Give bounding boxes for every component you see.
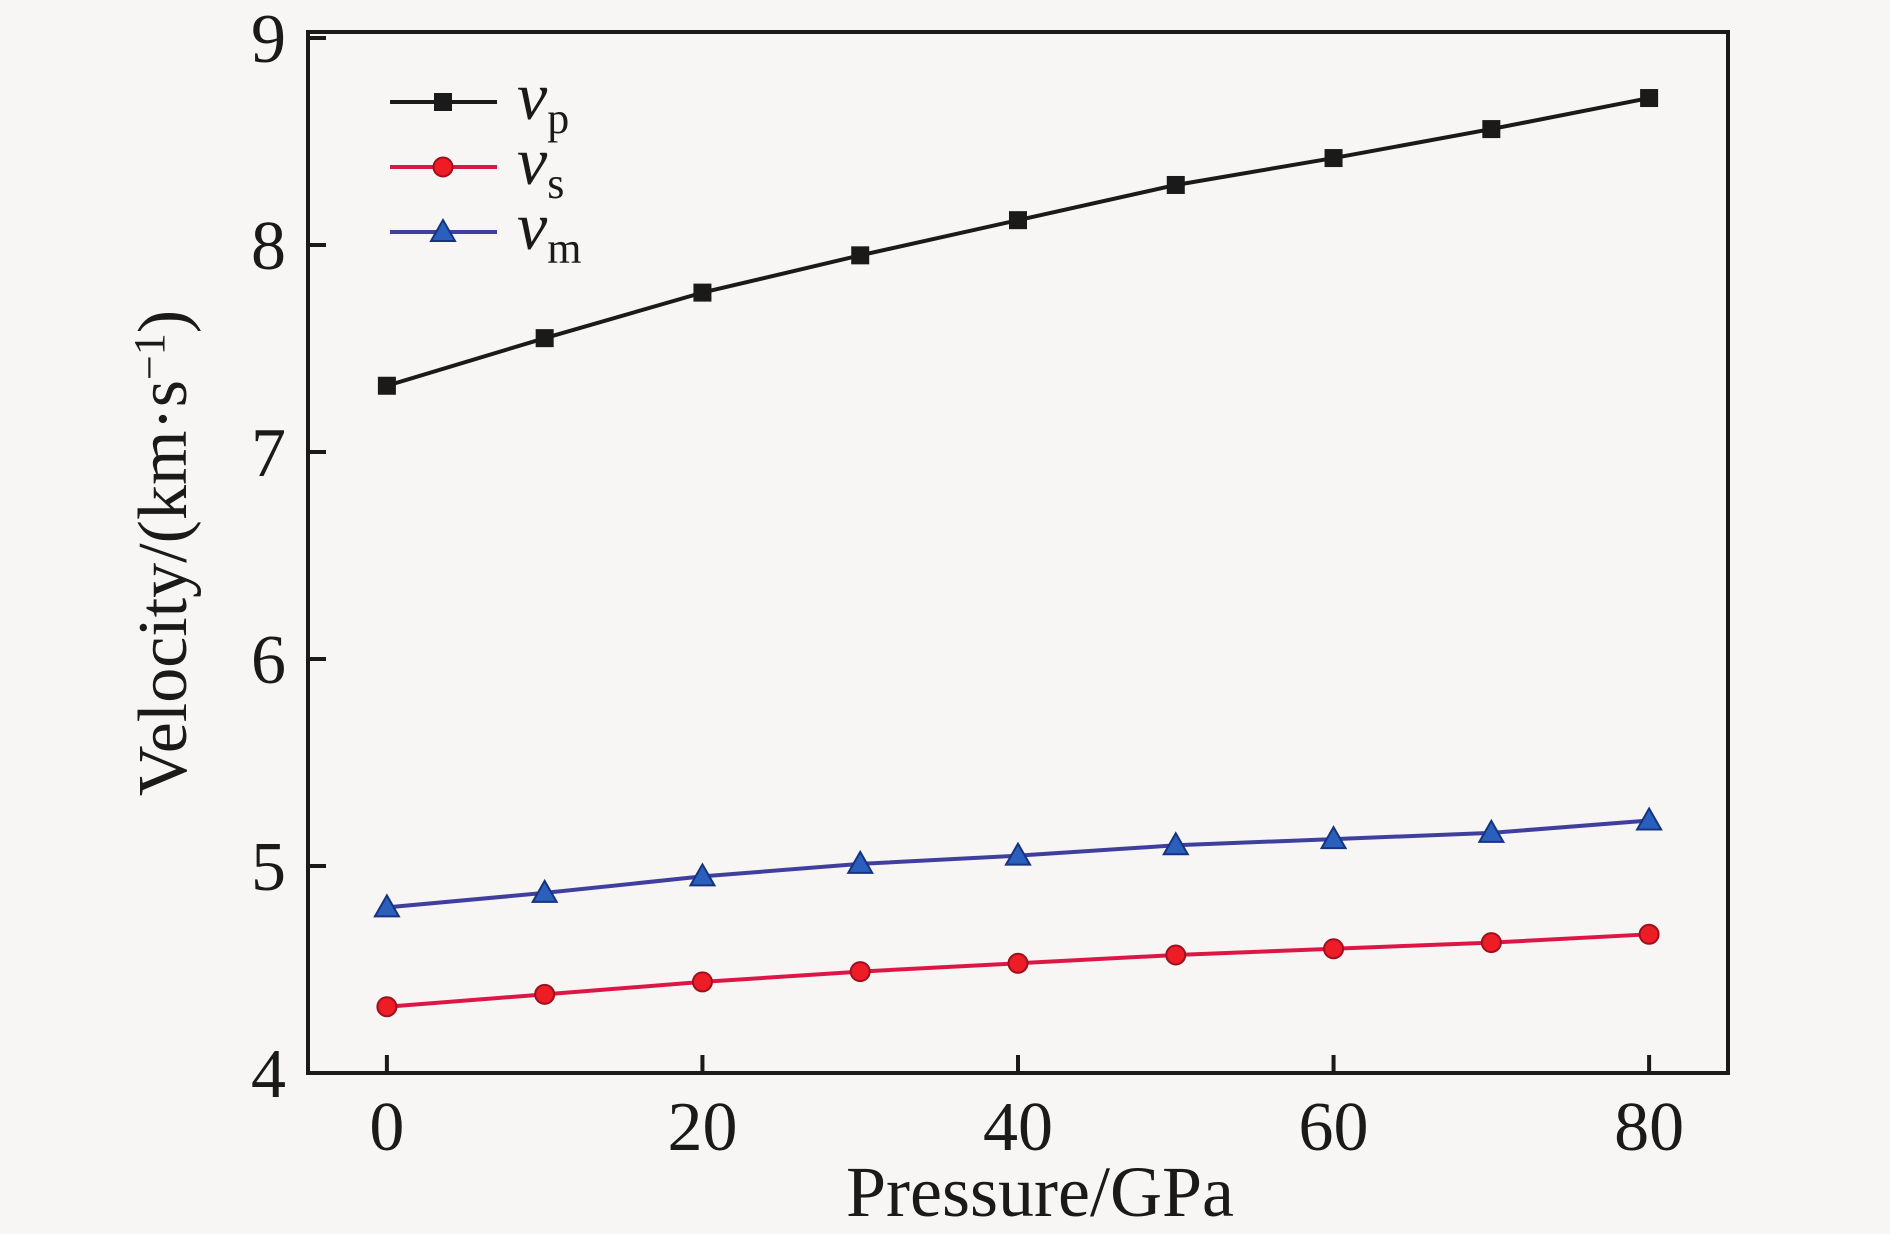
legend-marker-vm (429, 217, 457, 242)
series-vp-marker (377, 376, 396, 395)
series-vp-marker (1009, 211, 1027, 230)
series-vs (376, 923, 1660, 1018)
y-axis-tick-label: 8 (251, 208, 286, 285)
series-vs-marker (1638, 923, 1660, 945)
series-vm-marker (530, 878, 559, 903)
series-vm-marker (1319, 825, 1348, 850)
series-vp-marker (1166, 175, 1185, 194)
series-vs-marker (1165, 944, 1187, 966)
x-axis-tick-label: 40 (983, 1089, 1053, 1166)
y-axis: 4 5 6 7 8 9 (251, 1, 326, 1113)
series-vs-marker (376, 996, 398, 1018)
x-axis-tick-label: 20 (667, 1089, 737, 1166)
y-axis-tick-label: 6 (251, 622, 286, 699)
series-vs-marker (1480, 932, 1502, 954)
y-axis-tick-label: 4 (251, 1036, 286, 1113)
legend-label-vp: vp (517, 58, 569, 143)
x-axis-tick-label: 80 (1614, 1089, 1684, 1166)
series-vm-marker (1635, 806, 1663, 831)
series-vs-marker (1323, 938, 1345, 960)
legend-item-vs: vs (390, 123, 564, 208)
series-vs-marker (534, 983, 556, 1005)
legend-label-vm: vm (517, 188, 581, 273)
x-axis-label: Pressure/GPa (846, 1152, 1234, 1232)
series-vp (377, 89, 1659, 395)
series-vm-marker (373, 893, 401, 918)
series-vm-marker (846, 849, 874, 874)
series-vm-marker (1477, 818, 1506, 843)
x-axis: 0 20 40 60 80 (369, 1055, 1684, 1166)
x-axis-tick-label: 60 (1299, 1089, 1369, 1166)
series-vp-marker (1640, 89, 1659, 108)
series-vm-marker (1004, 841, 1032, 866)
series-vs-marker (1007, 952, 1029, 974)
series-vp-marker (693, 283, 712, 302)
series-vp-marker (535, 329, 554, 348)
series-vp-marker (1324, 149, 1343, 168)
series-vp-marker (1482, 120, 1501, 139)
series-vm-marker (1162, 831, 1190, 856)
legend-marker-vs (432, 156, 454, 178)
legend-item-vm: vm (390, 188, 581, 273)
y-axis-label: Velocity/(km·s−1) (125, 310, 202, 796)
series-vs-marker (849, 961, 871, 983)
legend-item-vp: vp (390, 58, 569, 143)
y-axis-tick-label: 9 (251, 1, 286, 78)
series-vp-marker (851, 246, 870, 265)
x-axis-tick-label: 0 (369, 1089, 404, 1166)
series-vs-marker (691, 971, 713, 993)
series-vm-marker (688, 862, 717, 887)
legend-marker-vp (434, 93, 452, 111)
y-axis-tick-label: 7 (251, 415, 286, 492)
y-axis-tick-label: 5 (251, 829, 286, 906)
series-vm (373, 806, 1663, 918)
legend-label-vs: vs (517, 123, 564, 208)
